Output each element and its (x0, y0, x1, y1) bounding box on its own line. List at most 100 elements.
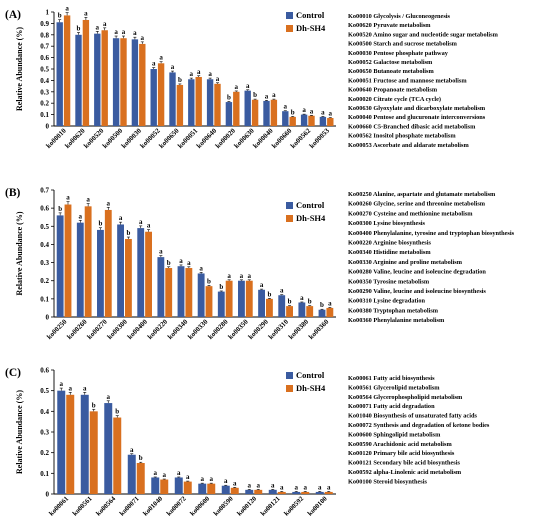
bar-control-ko00640 (206, 79, 214, 126)
panel-c: (C) Relative Abundance (%) 0 0.1 0.2 0.3 0.4 0.… (5, 367, 490, 518)
legend-swatch (286, 215, 293, 222)
bar-control-ko00561 (80, 394, 89, 494)
significance-letter: a (107, 199, 111, 207)
pathway-legend-entry: Ko00053 Ascorbate and aldarate metabolis… (348, 142, 469, 149)
bar-control-ko00121 (268, 489, 277, 494)
bar-control-ko00500 (112, 38, 120, 126)
significance-letter: a (284, 103, 288, 111)
significance-letter: b (126, 229, 130, 237)
pathway-legend-entry: Ko00630 Glyoxylate and dicarboxylate met… (348, 105, 486, 112)
y-tick-label: 0.5 (40, 223, 49, 231)
pathway-legend-entry: Ko00561 Glycerolipid metabolism (348, 384, 440, 391)
bar-dhsh4-ko00051 (195, 76, 202, 126)
x-tick-label: ko00100 (307, 495, 329, 517)
x-tick-label: ko00120 (236, 495, 258, 517)
bar-control-ko00051 (188, 79, 195, 126)
bar-dhsh4-ko00592 (301, 491, 310, 494)
legend-swatch (286, 25, 293, 32)
y-tick-label: 0 (46, 123, 50, 131)
bar-dhsh4-ko00340 (185, 268, 193, 317)
bar-dhsh4-ko00590 (230, 487, 239, 494)
y-tick-label: 0.6 (40, 205, 49, 213)
bar-dhsh4-ko00053 (327, 118, 334, 126)
bar-dhsh4-ko00280 (225, 280, 233, 317)
bar-dhsh4-ko00562 (308, 115, 315, 126)
bar-dhsh4-ko00010 (63, 15, 71, 127)
y-tick-label: 0.4 (40, 77, 49, 85)
significance-letter: b (267, 290, 271, 298)
y-axis-label: Relative Abundance (%) (15, 211, 24, 295)
significance-letter: b (219, 283, 223, 291)
significance-letter: a (240, 272, 244, 280)
significance-letter: b (320, 301, 324, 309)
bar-control-ko00040 (263, 100, 270, 126)
pathway-legend-entry: Ko00120 Primary bile acid biosynthesis (348, 450, 455, 457)
x-tick-label: ko00280 (206, 317, 230, 341)
significance-letter: a (171, 63, 175, 71)
significance-letter: b (58, 205, 62, 213)
significance-letter: b (288, 298, 292, 306)
bar-control-ko00340 (177, 266, 185, 317)
pathway-legend-entry: Ko00040 Pentose and glucuronate intercon… (348, 114, 486, 121)
panel-label: (C) (5, 367, 21, 379)
x-tick-label: ko00310 (267, 317, 291, 341)
y-tick-label: 0.6 (40, 54, 49, 62)
bar-dhsh4-ko00071 (136, 463, 145, 494)
significance-letter: b (253, 91, 257, 99)
x-tick-label: ko00561 (72, 495, 94, 517)
bar-dhsh4-ko00650 (176, 84, 184, 126)
x-tick-label: ko00270 (86, 317, 110, 341)
pathway-legend-entry: Ko00051 Fructose and mannose metabolism (348, 77, 467, 84)
significance-letter: a (159, 248, 163, 256)
pathway-legend-entry: Ko00010 Glycolysis / Gluconeogenesis (348, 13, 451, 20)
significance-letter: a (310, 107, 314, 115)
bar-control-ko00071 (127, 454, 136, 494)
significance-letter: a (147, 222, 151, 230)
pathway-legend-entry: Ko00650 Butanoate metabolism (348, 68, 434, 75)
significance-letter: a (280, 483, 284, 491)
pathway-legend-entry: Ko00020 Citrate cycle (TCA cycle) (348, 96, 441, 103)
pathway-legend-entry: Ko00520 Amino sugar and nucleotide sugar… (348, 31, 499, 38)
pathway-legend-entry: Ko00600 Sphingolipid metabolism (348, 431, 441, 438)
significance-letter: b (58, 12, 62, 20)
y-tick-label: 0.7 (40, 187, 49, 195)
significance-letter: a (107, 393, 111, 401)
bar-control-ko00564 (104, 403, 113, 494)
bar-control-ko00100 (315, 491, 324, 494)
bar-control-ko00600 (198, 483, 207, 494)
panel-a: (A) Relative Abundance (%) 0 0.1 0.2 0.3 0.4 0.… (5, 5, 499, 150)
y-axis-label: Relative Abundance (%) (15, 390, 24, 474)
significance-letter: a (208, 70, 212, 78)
y-tick-label: 0.5 (40, 387, 49, 395)
bar-dhsh4-ko00100 (324, 491, 333, 494)
significance-letter: b (167, 259, 171, 267)
pathway-legend-entry: Ko00061 Fatty acid biosynthesis (348, 375, 435, 382)
bar-control-ko00400 (137, 228, 145, 317)
bar-dhsh4-ko00630 (251, 99, 259, 126)
significance-letter: a (233, 479, 237, 487)
legend-swatch (286, 202, 293, 209)
pathway-legend-entry: Ko00640 Propanoate metabolism (348, 87, 438, 94)
significance-letter: a (86, 196, 90, 204)
bar-control-ko00270 (97, 229, 104, 317)
x-tick-label: ko00260 (65, 317, 89, 341)
significance-letter: a (260, 281, 264, 289)
bar-control-ko00310 (278, 295, 286, 317)
significance-letter: a (248, 272, 252, 280)
x-tick-label: ko00380 (287, 317, 311, 341)
x-tick-label: ko00590 (213, 495, 235, 517)
significance-letter: a (66, 194, 70, 202)
significance-letter: b (139, 454, 143, 462)
legend-swatch (286, 372, 293, 379)
panel-label: (A) (5, 9, 21, 21)
significance-letter: a (271, 481, 275, 489)
y-tick-label: 0.4 (40, 408, 49, 416)
significance-letter: a (329, 110, 333, 118)
bar-control-ko00380 (298, 302, 306, 317)
y-tick-label: 0.4 (40, 241, 49, 249)
significance-letter: a (246, 82, 250, 90)
significance-letter: a (187, 259, 191, 267)
pathway-legend-entry: Ko00052 Galactose metabolism (348, 59, 433, 66)
bar-dhsh4-ko00120 (254, 489, 263, 494)
